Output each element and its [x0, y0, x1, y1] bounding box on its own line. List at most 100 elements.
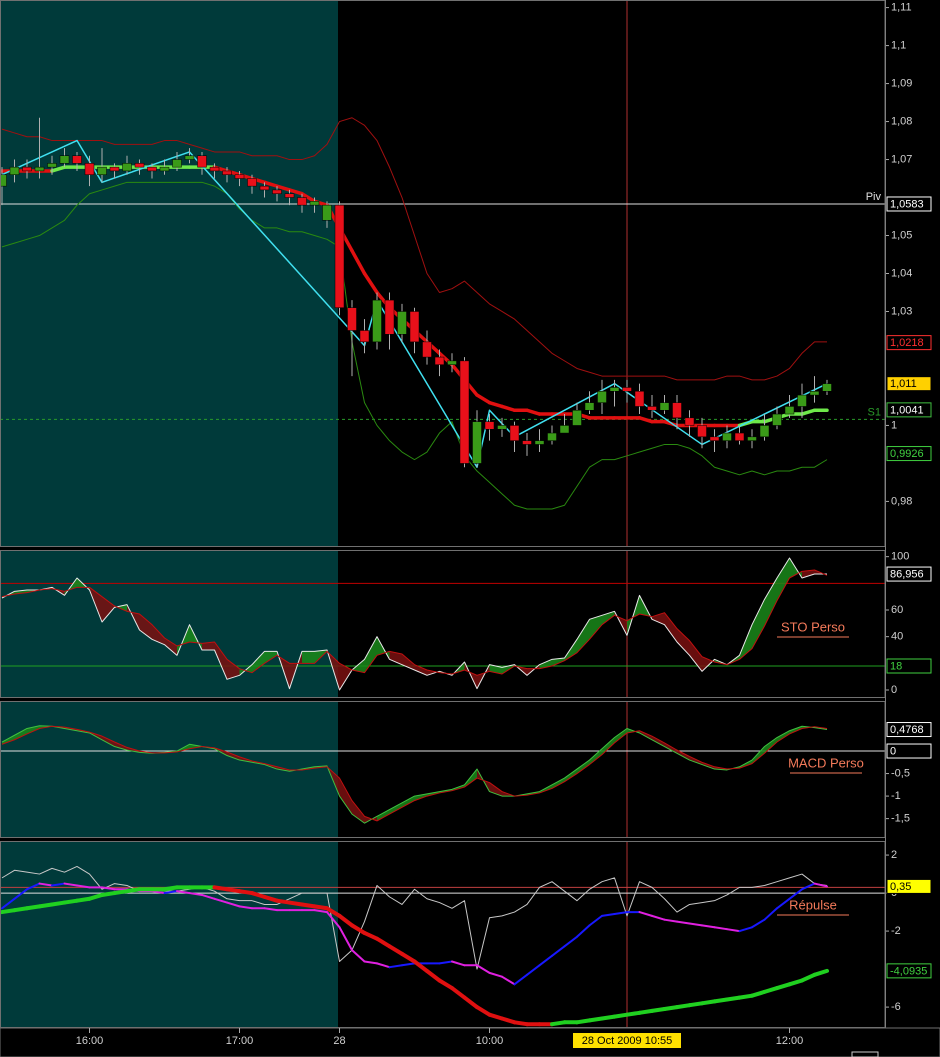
candle-body [522, 440, 532, 445]
line-segment [713, 926, 728, 931]
x-tick-label: 16:00 [76, 1035, 104, 1047]
line-segment [287, 900, 304, 907]
line-segment [625, 1010, 642, 1017]
y-tick-label: -2 [891, 925, 901, 937]
value-box-label: 1,0218 [890, 337, 924, 349]
indicator-fill [389, 802, 402, 815]
session-shade [0, 0, 338, 547]
candle-body [284, 193, 295, 198]
indicator-fill [764, 578, 777, 626]
x-tick-label: 12:00 [776, 1035, 804, 1047]
line-segment [225, 887, 242, 894]
line-segment [512, 1020, 529, 1027]
line-segment [125, 887, 142, 894]
line-segment [162, 885, 179, 892]
line-segment [500, 404, 517, 412]
line-segment [437, 978, 454, 991]
indicator-fill [227, 751, 240, 761]
line-segment [238, 905, 253, 910]
level-label: Piv [866, 191, 882, 203]
indicator-fill [339, 778, 352, 815]
indicator-fill [152, 624, 165, 645]
line-segment [62, 898, 79, 905]
candle-body [334, 204, 345, 308]
line-segment [387, 944, 404, 956]
series-line [1, 139, 828, 468]
indicator-fill [689, 640, 702, 672]
candle-body [384, 299, 395, 335]
candle-body [609, 387, 620, 392]
session-shade [0, 841, 338, 1028]
indicator-fill [352, 800, 365, 824]
candle-body [647, 406, 657, 411]
y-tick-label: 1,08 [891, 115, 912, 127]
indicator-fill [414, 664, 427, 676]
line-segment [75, 896, 92, 903]
indicator-fill [202, 642, 215, 650]
line-segment [326, 911, 341, 929]
candle-body [359, 330, 370, 343]
x-tick-label: 17:00 [226, 1035, 254, 1047]
y-tick-label: 1,03 [891, 305, 912, 317]
indicator-fill [214, 642, 227, 680]
candle-body [722, 432, 732, 441]
session-shade [0, 550, 338, 698]
line-segment [538, 954, 553, 967]
indicator-fill [589, 748, 602, 765]
line-segment [50, 165, 67, 173]
line-segment [751, 918, 766, 929]
line-segment [76, 884, 91, 889]
value-box-label: 0,9926 [890, 448, 924, 460]
indicator-fill [102, 596, 115, 622]
candle-body [372, 299, 382, 343]
indicator-fill [577, 760, 590, 774]
y-tick-label: 1,04 [891, 267, 912, 279]
line-segment [100, 891, 117, 897]
value-box [886, 878, 932, 894]
y-tick-label: 60 [891, 604, 903, 616]
value-box [886, 658, 932, 674]
indicator-fill [789, 726, 802, 734]
candle-body [697, 425, 707, 438]
candle-body [547, 432, 557, 441]
line-segment [613, 911, 628, 915]
indicator-fill [339, 663, 352, 690]
indicator-fill [364, 636, 377, 673]
series-line [1, 181, 828, 510]
line-segment [551, 945, 566, 957]
line-segment [501, 975, 516, 986]
line-segment [763, 907, 778, 921]
candle-body [34, 166, 45, 172]
line-segment [63, 882, 78, 887]
candle-body [709, 436, 720, 441]
candle-body [559, 425, 570, 434]
line-segment [237, 889, 254, 896]
line-segment [750, 989, 767, 998]
candle-body [272, 189, 282, 194]
line-segment [350, 248, 367, 276]
line-segment [638, 911, 653, 917]
candle-body [497, 425, 507, 430]
candle-body [184, 155, 195, 160]
series-line [1, 117, 827, 381]
line-segment [451, 960, 466, 967]
indicator-fill [689, 756, 702, 765]
indicator-fill [264, 651, 277, 664]
value-box [886, 963, 932, 979]
indicator-fill [352, 659, 365, 673]
candle-body [509, 425, 520, 441]
line-segment [487, 400, 504, 409]
panel [0, 841, 885, 1028]
candle-body [322, 204, 332, 221]
line-segment [1, 897, 16, 910]
candle-body [797, 394, 807, 407]
line-segment [788, 888, 803, 900]
y-tick-label: -1 [891, 790, 901, 802]
y-tick-label: 100 [891, 551, 909, 563]
line-segment [362, 271, 379, 295]
line-segment [263, 907, 278, 912]
candle-body [584, 402, 595, 411]
candle-body [484, 421, 495, 430]
y-tick-label: 0,98 [891, 495, 912, 507]
candle-body [759, 425, 770, 438]
